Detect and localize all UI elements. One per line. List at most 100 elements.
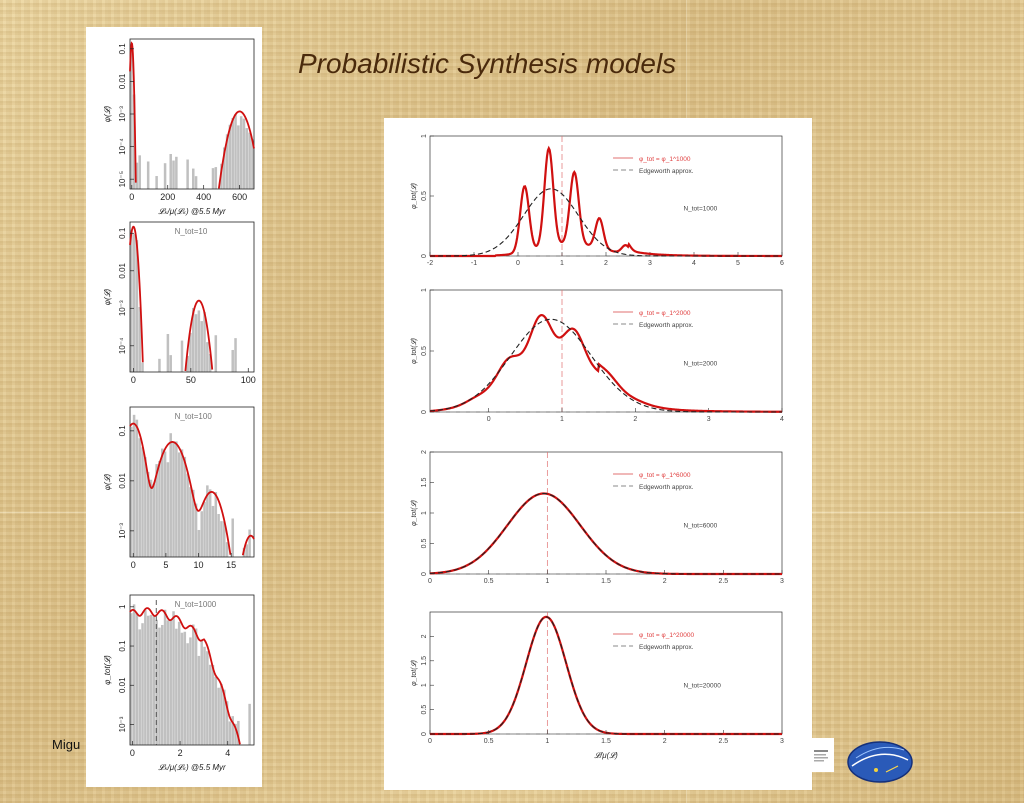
histogram-bar bbox=[192, 168, 195, 189]
x-tick-label: 2 bbox=[633, 416, 637, 423]
x-tick-label: 1 bbox=[560, 416, 564, 423]
histogram-bar bbox=[223, 147, 226, 189]
histogram-bar bbox=[206, 342, 209, 372]
histogram-bar bbox=[130, 613, 133, 745]
histogram-bar bbox=[189, 332, 192, 372]
y-tick-label: 0.5 bbox=[421, 539, 428, 549]
histogram-bar bbox=[223, 521, 226, 557]
y-tick-label: 2 bbox=[421, 450, 428, 454]
x-axis-label: 𝓛ₖ/μ(𝓛ₖ) @5.5 Myr bbox=[158, 207, 226, 216]
legend-label-edgeworth: Edgeworth approx. bbox=[639, 484, 694, 491]
histogram-bar bbox=[214, 167, 218, 189]
histogram-bar bbox=[192, 307, 195, 372]
histogram-bar bbox=[141, 447, 144, 557]
histogram-bar bbox=[200, 321, 203, 372]
histogram-bar bbox=[192, 624, 195, 745]
histogram-bar bbox=[245, 544, 249, 557]
y-axis-label: φ_tot(𝓛) bbox=[103, 655, 112, 685]
histogram-bar bbox=[234, 338, 237, 372]
histogram-bar bbox=[214, 492, 218, 557]
x-tick-label: 15 bbox=[226, 560, 236, 570]
x-tick-label: 3 bbox=[648, 260, 652, 267]
histogram-bar bbox=[141, 623, 144, 745]
histogram-bar bbox=[183, 456, 187, 557]
x-tick-label: 2.5 bbox=[718, 578, 728, 585]
histogram-bar bbox=[138, 155, 141, 189]
y-tick-label: 1 bbox=[421, 134, 428, 138]
y-tick-label: 0.1 bbox=[118, 425, 127, 437]
x-tick-label: 5 bbox=[163, 560, 168, 570]
y-tick-label: 0.1 bbox=[118, 43, 127, 55]
histogram-bar bbox=[206, 485, 209, 557]
histogram-bar bbox=[163, 163, 167, 189]
y-axis-label: φ(𝓛) bbox=[103, 288, 112, 305]
y-tick-label: 10⁻⁴ bbox=[118, 138, 127, 155]
x-tick-label: 50 bbox=[186, 375, 196, 385]
y-tick-label: 1 bbox=[421, 683, 428, 687]
histogram-bar bbox=[175, 628, 178, 745]
right-figure-panel: -2 -1 0 1 2 3 4 5 6 0 0.5 1 φ_tot(𝓛) φ_tot = φ_1^1000… bbox=[384, 118, 812, 790]
x-tick-label: 0 bbox=[130, 748, 135, 758]
histogram-bar bbox=[231, 716, 234, 745]
x-tick-label: -1 bbox=[471, 260, 477, 267]
histogram-bar bbox=[152, 483, 156, 557]
histogram-bar bbox=[180, 632, 184, 745]
edgeworth-curve bbox=[430, 616, 782, 735]
x-tick-label: 0 bbox=[428, 578, 432, 585]
histogram-bar bbox=[197, 310, 201, 372]
edgeworth-curve bbox=[429, 492, 782, 575]
legend-label-model: φ_tot = φ_1^6000 bbox=[639, 472, 691, 479]
histogram-bar bbox=[144, 457, 147, 557]
y-tick-label: 10⁻³ bbox=[118, 106, 127, 122]
histogram-bar bbox=[211, 664, 215, 745]
ntot-annotation: N_tot=100 bbox=[175, 412, 213, 421]
histogram-bar bbox=[211, 168, 215, 189]
left-figure-svg: 0 200 400 60010⁻⁵10⁻⁴10⁻³0.010.1φ(𝓛)𝓛ₖ/μ(𝓛ₖ… bbox=[103, 38, 256, 772]
y-tick-label: 0.01 bbox=[118, 73, 127, 89]
histogram-bar bbox=[208, 354, 212, 372]
histogram-bar bbox=[208, 664, 212, 745]
y-tick-label: 1 bbox=[118, 604, 127, 609]
histogram-bar bbox=[217, 687, 220, 745]
histogram-bar bbox=[144, 610, 147, 745]
slide-title: Probabilistic Synthesis models bbox=[298, 48, 677, 79]
y-tick-label: 0.01 bbox=[118, 677, 127, 693]
model-curve bbox=[429, 492, 782, 576]
x-axis-label: 𝓛/μ(𝓛) bbox=[594, 751, 618, 760]
x-tick-label: 200 bbox=[160, 192, 175, 202]
histogram-bar bbox=[234, 113, 237, 189]
histogram-bar bbox=[155, 176, 158, 189]
x-tick-label: 0.5 bbox=[484, 578, 494, 585]
histogram-bar bbox=[237, 125, 240, 189]
histogram-bar bbox=[152, 616, 156, 745]
histogram-bar bbox=[138, 629, 141, 745]
y-tick-label: 10⁻⁵ bbox=[118, 171, 127, 187]
ntot-annotation: N_tot=6000 bbox=[683, 523, 717, 530]
histogram-bar bbox=[135, 419, 139, 557]
histogram-bar bbox=[158, 627, 161, 745]
x-tick-label: 4 bbox=[225, 748, 230, 758]
histogram-bar bbox=[172, 441, 175, 557]
x-tick-label: 2.5 bbox=[718, 738, 728, 745]
x-tick-label: 2 bbox=[663, 578, 667, 585]
histogram-bar bbox=[163, 609, 167, 745]
ntot-annotation: N_tot=20000 bbox=[683, 683, 721, 690]
x-tick-label: 0 bbox=[516, 260, 520, 267]
histogram-bar bbox=[163, 451, 167, 557]
histogram-bar bbox=[186, 643, 189, 745]
histogram-bar bbox=[208, 489, 212, 557]
histogram-bar bbox=[228, 721, 232, 745]
x-tick-label: 1 bbox=[560, 260, 564, 267]
histogram-bar bbox=[135, 613, 139, 745]
y-axis-label: φ_tot(𝓛) bbox=[411, 183, 418, 209]
y-axis-label: φ_tot(𝓛) bbox=[411, 500, 418, 526]
histogram-bar bbox=[248, 132, 251, 189]
legend-label-model: φ_tot = φ_1^20000 bbox=[639, 632, 694, 639]
x-tick-label: 3 bbox=[780, 738, 784, 745]
y-tick-label: 10⁻³ bbox=[118, 716, 127, 732]
histogram-bar bbox=[239, 116, 243, 189]
model-curve bbox=[430, 615, 782, 736]
x-tick-label: 0.5 bbox=[484, 738, 494, 745]
x-tick-label: 6 bbox=[780, 260, 784, 267]
histogram-bar bbox=[130, 229, 133, 372]
